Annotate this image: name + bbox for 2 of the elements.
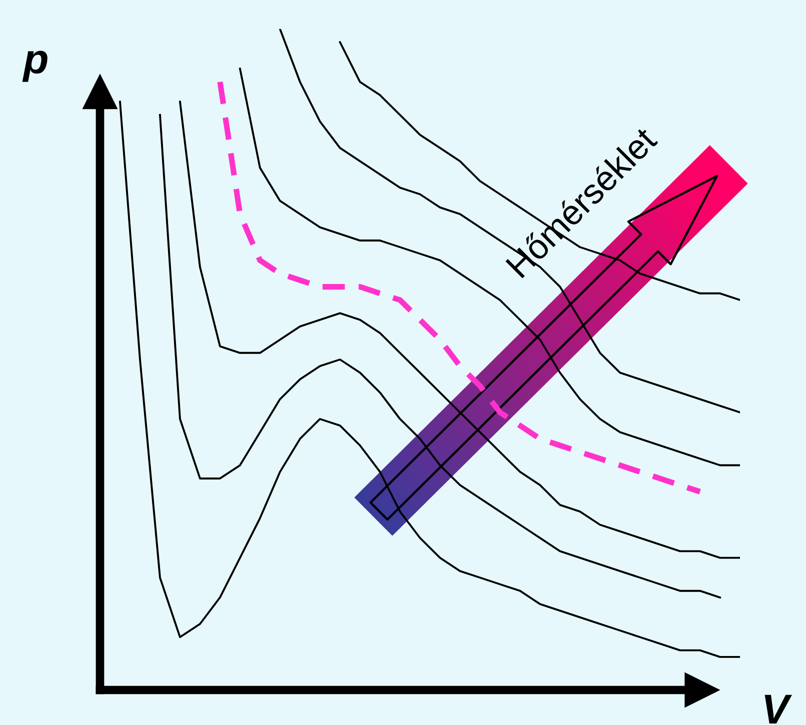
y-axis-title: p: [22, 50, 48, 82]
x-axis-title: V: [764, 694, 792, 724]
